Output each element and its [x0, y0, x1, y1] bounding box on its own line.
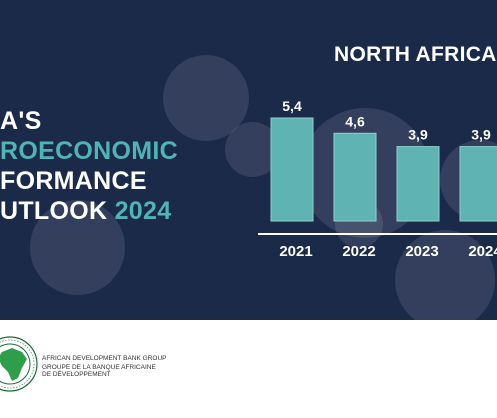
- report-title-line-1: A'S: [0, 107, 42, 135]
- report-title-line-3: FORMANCE: [0, 167, 147, 195]
- x-tick-label-2022: 2022: [342, 243, 375, 260]
- bar-2024: [459, 146, 497, 222]
- org-name-en: AFRICAN DEVELOPMENT BANK GROUP: [42, 355, 167, 362]
- bar-2021: [270, 117, 314, 222]
- report-banner: A'S ROECONOMIC FORMANCE UTLOOK 2024 NORT…: [0, 0, 497, 320]
- bar-2022: [333, 132, 377, 222]
- report-title-line-2: ROECONOMIC: [0, 137, 178, 165]
- x-tick-label-2021: 2021: [279, 243, 312, 260]
- report-year: 2024: [114, 197, 172, 225]
- data-label-2024: 3,9: [471, 127, 491, 143]
- data-label-2021: 5,4: [282, 98, 302, 114]
- decor-circle: [30, 200, 125, 295]
- data-label-2023: 3,9: [408, 127, 428, 143]
- bar-chart: 5,4 2021 4,6 2022 3,9 2023 3,9 2024: [258, 98, 497, 260]
- chart-title: NORTH AFRICA: [334, 43, 497, 66]
- x-tick-label-2024: 2024: [468, 243, 497, 260]
- footer: AFRICAN DEVELOPMENT BANK GROUP GROUPE DE…: [0, 320, 497, 418]
- org-name-fr-line-2: DE DÉVELOPPEMENT: [42, 371, 111, 378]
- data-label-2022: 4,6: [345, 113, 365, 129]
- report-title-word: UTLOOK: [0, 197, 108, 225]
- bar-2023: [396, 146, 440, 222]
- decor-circle: [163, 55, 249, 141]
- org-name-fr-line-1: GROUPE DE LA BANQUE AFRICAINE: [42, 364, 156, 371]
- x-tick-label-2023: 2023: [405, 243, 438, 260]
- report-title-line-4: UTLOOK 2024: [0, 196, 171, 226]
- decor-circle: [395, 230, 495, 320]
- afdb-logo-icon: [0, 336, 38, 392]
